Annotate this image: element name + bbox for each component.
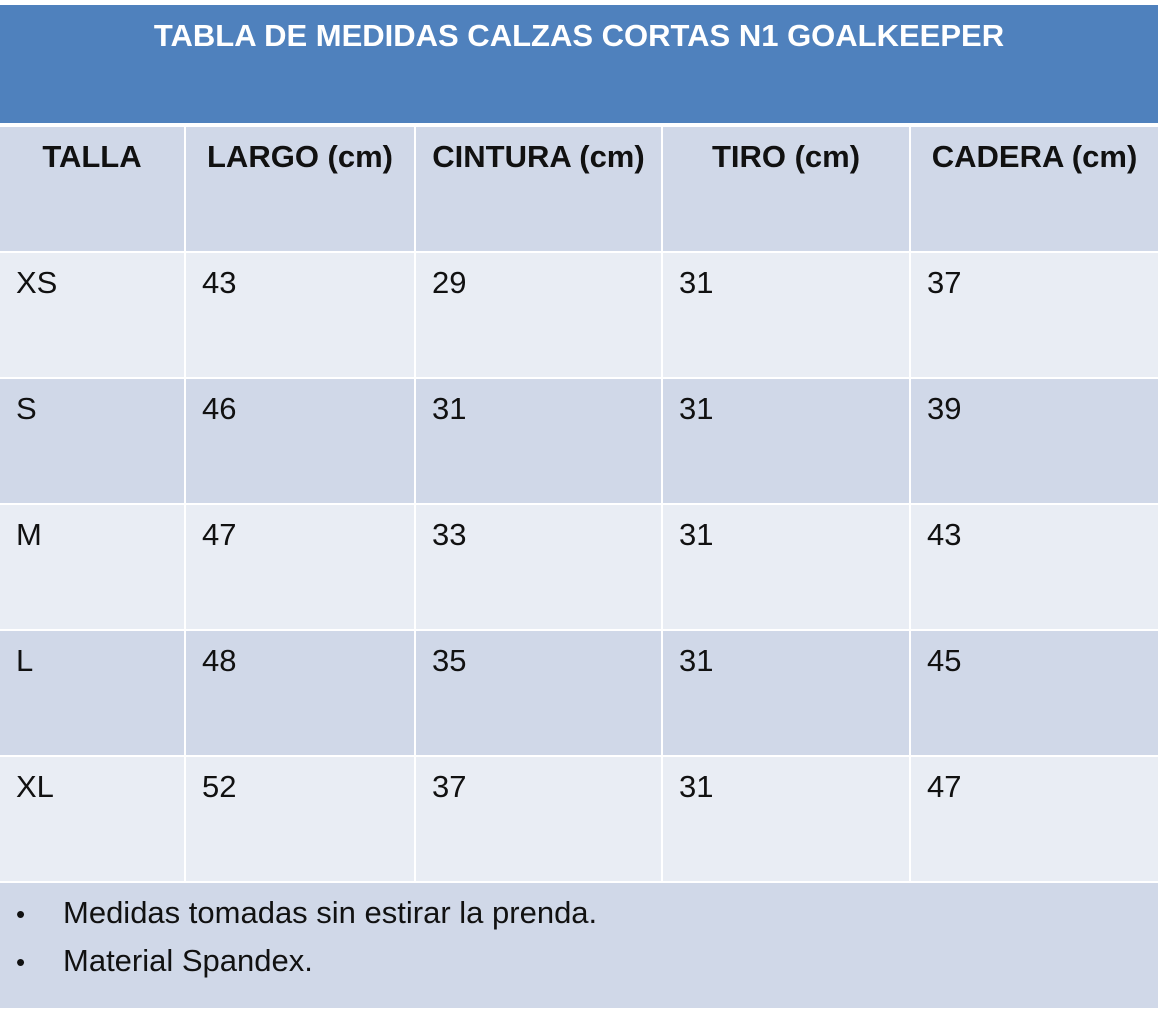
table-row: L 48 35 31 45	[0, 631, 1158, 757]
note-text: Material Spandex.	[63, 943, 313, 978]
cell-largo: 46	[186, 379, 416, 505]
cell-cadera: 43	[911, 505, 1158, 631]
bullet-icon: •	[16, 899, 26, 929]
title-row: TABLA DE MEDIDAS CALZAS CORTAS N1 GOALKE…	[0, 5, 1158, 127]
cell-cadera: 47	[911, 757, 1158, 883]
cell-tiro: 31	[663, 253, 911, 379]
header-row: TALLA LARGO (cm) CINTURA (cm) TIRO (cm) …	[0, 127, 1158, 253]
cell-cintura: 31	[416, 379, 663, 505]
cell-cintura: 29	[416, 253, 663, 379]
cell-talla: XL	[0, 757, 186, 883]
cell-cintura: 33	[416, 505, 663, 631]
note-item: • Material Spandex.	[16, 943, 1148, 991]
cell-tiro: 31	[663, 505, 911, 631]
column-header-talla: TALLA	[0, 127, 186, 253]
cell-talla: S	[0, 379, 186, 505]
table-row: M 47 33 31 43	[0, 505, 1158, 631]
column-header-cintura: CINTURA (cm)	[416, 127, 663, 253]
table-row: XL 52 37 31 47	[0, 757, 1158, 883]
cell-cadera: 39	[911, 379, 1158, 505]
cell-largo: 43	[186, 253, 416, 379]
column-header-cadera: CADERA (cm)	[911, 127, 1158, 253]
cell-tiro: 31	[663, 379, 911, 505]
cell-talla: L	[0, 631, 186, 757]
notes-section: • Medidas tomadas sin estirar la prenda.…	[0, 883, 1158, 1008]
cell-largo: 47	[186, 505, 416, 631]
table-title: TABLA DE MEDIDAS CALZAS CORTAS N1 GOALKE…	[0, 5, 1158, 127]
cell-cintura: 37	[416, 757, 663, 883]
size-chart-table: TABLA DE MEDIDAS CALZAS CORTAS N1 GOALKE…	[0, 5, 1158, 1008]
cell-cadera: 45	[911, 631, 1158, 757]
notes-row: • Medidas tomadas sin estirar la prenda.…	[0, 883, 1158, 1008]
table-row: S 46 31 31 39	[0, 379, 1158, 505]
cell-cintura: 35	[416, 631, 663, 757]
bullet-icon: •	[16, 947, 26, 977]
cell-talla: M	[0, 505, 186, 631]
column-header-tiro: TIRO (cm)	[663, 127, 911, 253]
cell-largo: 52	[186, 757, 416, 883]
cell-talla: XS	[0, 253, 186, 379]
cell-largo: 48	[186, 631, 416, 757]
note-text: Medidas tomadas sin estirar la prenda.	[63, 895, 598, 930]
table-row: XS 43 29 31 37	[0, 253, 1158, 379]
cell-cadera: 37	[911, 253, 1158, 379]
cell-tiro: 31	[663, 757, 911, 883]
column-header-largo: LARGO (cm)	[186, 127, 416, 253]
cell-tiro: 31	[663, 631, 911, 757]
note-item: • Medidas tomadas sin estirar la prenda.	[16, 895, 1148, 943]
